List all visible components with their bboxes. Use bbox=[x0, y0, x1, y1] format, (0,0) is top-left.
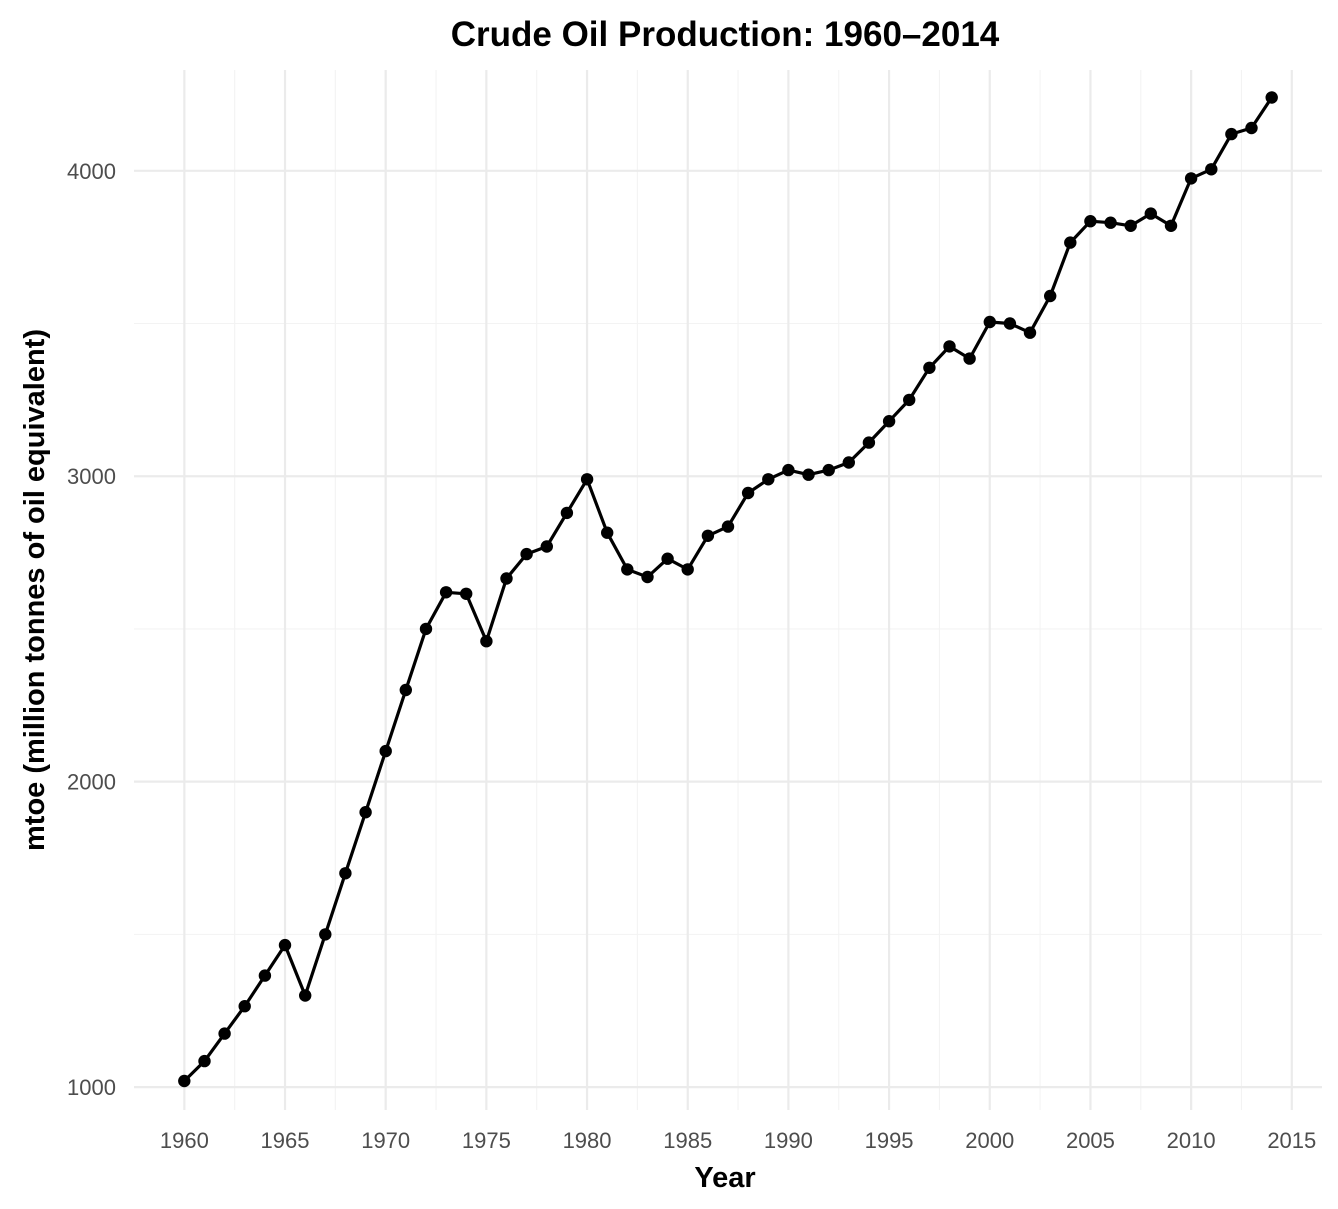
x-tick-label: 1995 bbox=[865, 1128, 914, 1153]
x-axis-title: Year bbox=[694, 1162, 755, 1194]
data-point bbox=[419, 622, 433, 636]
y-tick-label: 1000 bbox=[67, 1075, 116, 1100]
data-point bbox=[762, 473, 775, 486]
x-tick-label: 1980 bbox=[563, 1128, 612, 1153]
data-point bbox=[701, 529, 715, 542]
data-point bbox=[782, 463, 795, 477]
data-point bbox=[1205, 163, 1218, 176]
data-point bbox=[903, 393, 916, 407]
data-point bbox=[178, 1074, 191, 1088]
data-point bbox=[379, 744, 392, 758]
data-point bbox=[1144, 207, 1158, 220]
data-point bbox=[258, 969, 272, 982]
data-point bbox=[319, 928, 332, 941]
data-point bbox=[943, 340, 956, 353]
data-point bbox=[540, 540, 553, 553]
x-axis-ticks: 1960 1965 1970 1975 1980 1985 1990 1995 2000 2005… bbox=[160, 1128, 1316, 1153]
x-tick-label: 2005 bbox=[1066, 1128, 1115, 1153]
x-tick-label: 1990 bbox=[764, 1128, 813, 1153]
data-point bbox=[1225, 127, 1238, 141]
y-axis-ticks: 1000 2000 3000 4000 bbox=[67, 159, 116, 1100]
chart-title: Crude Oil Production: 1960–2014 bbox=[451, 15, 1000, 54]
data-point bbox=[1104, 216, 1117, 229]
data-point bbox=[983, 315, 996, 329]
data-point bbox=[1124, 219, 1137, 232]
data-point bbox=[218, 1027, 231, 1040]
data-point bbox=[480, 635, 493, 648]
data-point bbox=[661, 552, 674, 565]
data-point bbox=[1084, 215, 1097, 228]
data-point bbox=[621, 563, 634, 576]
data-point bbox=[681, 563, 694, 576]
data-point bbox=[641, 570, 654, 584]
x-tick-label: 1965 bbox=[261, 1128, 310, 1153]
y-tick-label: 2000 bbox=[67, 770, 116, 795]
data-point bbox=[560, 506, 574, 520]
x-tick-label: 1975 bbox=[462, 1128, 511, 1153]
data-point bbox=[198, 1054, 211, 1068]
data-point bbox=[1003, 317, 1017, 330]
data-point bbox=[842, 456, 855, 469]
x-tick-label: 1985 bbox=[663, 1128, 712, 1153]
data-point bbox=[721, 520, 735, 533]
data-point bbox=[439, 586, 453, 599]
data-point bbox=[882, 415, 896, 428]
x-tick-label: 1970 bbox=[361, 1128, 410, 1153]
plot-grid bbox=[134, 70, 1322, 1110]
data-point bbox=[460, 587, 473, 600]
data-point bbox=[299, 989, 312, 1002]
y-tick-label: 3000 bbox=[67, 464, 116, 489]
series-line bbox=[183, 96, 1274, 1083]
data-point bbox=[741, 486, 755, 500]
data-point bbox=[1164, 219, 1178, 232]
data-point bbox=[1245, 121, 1258, 135]
x-tick-label: 1960 bbox=[160, 1128, 209, 1153]
data-point bbox=[862, 436, 876, 449]
data-point bbox=[1064, 236, 1077, 249]
data-point bbox=[601, 526, 614, 539]
data-point bbox=[1023, 326, 1037, 339]
data-point bbox=[339, 867, 352, 880]
y-tick-label: 4000 bbox=[67, 159, 116, 184]
data-point bbox=[520, 547, 533, 561]
data-point bbox=[399, 683, 412, 697]
data-point bbox=[500, 572, 513, 585]
data-point bbox=[822, 463, 835, 477]
x-tick-label: 2015 bbox=[1267, 1128, 1316, 1153]
data-point bbox=[963, 352, 976, 365]
data-point bbox=[1265, 91, 1278, 104]
data-point bbox=[278, 938, 292, 952]
y-axis-title: mtoe (million tonnes of oil equivalent) bbox=[19, 329, 51, 851]
x-tick-label: 2000 bbox=[965, 1128, 1014, 1153]
data-point bbox=[923, 361, 936, 374]
data-point bbox=[238, 1000, 251, 1013]
series-group bbox=[178, 91, 1278, 1088]
data-point bbox=[580, 473, 594, 486]
data-point bbox=[1184, 172, 1198, 185]
data-point bbox=[1044, 289, 1057, 303]
data-point bbox=[359, 806, 372, 819]
x-tick-label: 2010 bbox=[1167, 1128, 1216, 1153]
data-point bbox=[802, 468, 815, 481]
